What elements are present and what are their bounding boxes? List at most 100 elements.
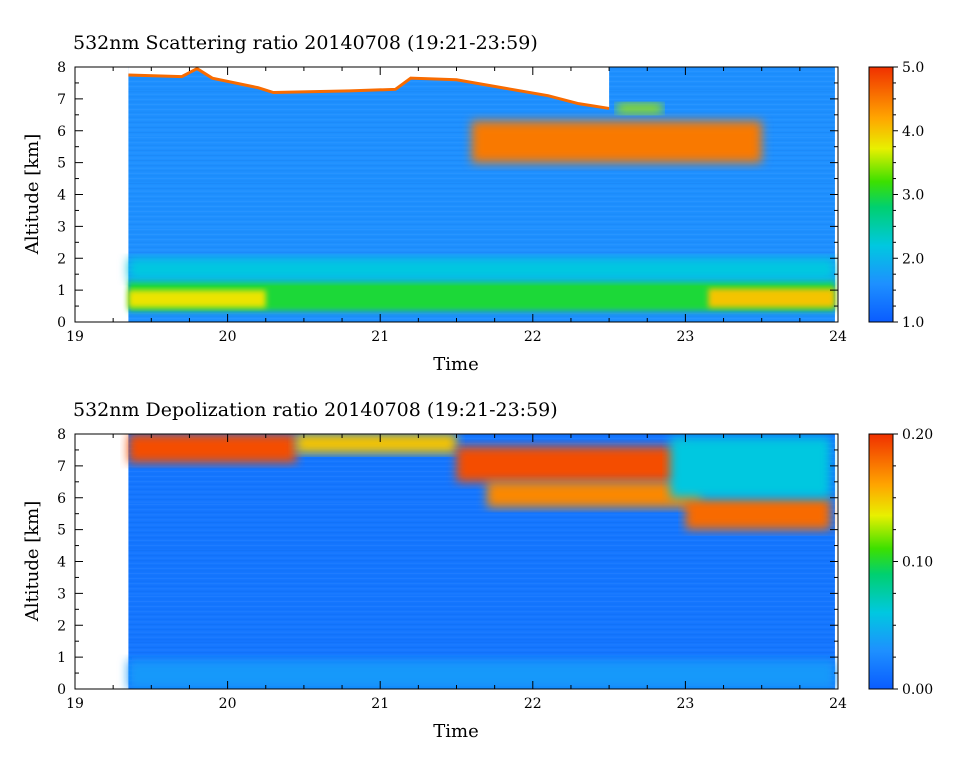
heatmap-stripe <box>128 521 835 523</box>
heatmap-stripe <box>128 96 835 98</box>
heatmap-stripe <box>128 310 835 312</box>
heatmap-stripe <box>128 491 835 493</box>
heatmap-stripe <box>128 437 835 439</box>
y-axis-label: Altitude [km] <box>22 134 43 256</box>
colorbar-tick-label: 0.10 <box>902 555 933 571</box>
heatmap-stripe <box>128 634 835 636</box>
heatmap-stripe <box>128 585 835 587</box>
y-tick-label: 1 <box>57 283 66 299</box>
heatmap-stripe <box>128 442 835 444</box>
heatmap-stripe <box>128 547 835 549</box>
heatmap-stripe <box>128 493 835 495</box>
colorbar-tick-label: 4.0 <box>902 124 924 140</box>
cloud-top-edge <box>128 67 610 110</box>
colorbar-tick-label: 3.0 <box>902 188 924 204</box>
heatmap-stripe <box>128 119 835 121</box>
heatmap-stripe <box>128 162 835 164</box>
heatmap-stripe <box>128 595 835 597</box>
heatmap-stripe <box>128 580 835 582</box>
heatmap-stripe <box>128 550 835 552</box>
heatmap-layer-cloud-band <box>685 497 831 530</box>
heatmap-stripe <box>128 254 835 256</box>
colorbar-tick-label: 0.00 <box>902 682 933 698</box>
heatmap-stripe <box>128 185 835 187</box>
heatmap-stripe <box>128 532 835 534</box>
heatmap-stripe <box>128 529 835 531</box>
colorbar-tick-label: 0.20 <box>902 427 933 443</box>
heatmap-stripe <box>128 236 835 238</box>
heatmap-stripe <box>128 606 835 608</box>
heatmap-stripe <box>128 109 835 111</box>
heatmap-stripe <box>128 231 835 233</box>
heatmap-stripe <box>128 93 835 95</box>
colorbar-tick-label: 5.0 <box>902 60 924 76</box>
y-tick-label: 8 <box>57 60 66 76</box>
x-tick-label: 19 <box>66 696 84 712</box>
heatmap-stripe <box>128 486 835 488</box>
x-tick-label: 21 <box>371 329 389 345</box>
heatmap-stripe <box>128 198 835 200</box>
heatmap-stripe <box>128 575 835 577</box>
colorbar-gradient <box>868 433 894 690</box>
heatmap-stripe <box>128 598 835 600</box>
heatmap-layer-aerosol-core <box>708 288 835 308</box>
x-tick-label: 20 <box>219 329 237 345</box>
heatmap-stripe <box>128 218 835 220</box>
heatmap-stripe <box>128 618 835 620</box>
heatmap-stripe <box>128 570 835 572</box>
x-tick-label: 22 <box>524 696 542 712</box>
heatmap-stripe <box>128 504 835 506</box>
heatmap-stripe <box>128 195 835 197</box>
heatmap-stripe <box>128 652 835 654</box>
heatmap-stripe <box>128 190 835 192</box>
heatmap-stripe <box>128 626 835 628</box>
y-axis-label: Altitude [km] <box>22 501 43 623</box>
heatmap-stripe <box>128 534 835 536</box>
heatmap-layer-cloud-top-band <box>296 434 457 454</box>
heatmap-stripe <box>128 106 835 108</box>
heatmap-stripe <box>128 583 835 585</box>
heatmap-stripe <box>128 239 835 241</box>
heatmap-stripe <box>128 488 835 490</box>
y-tick-label: 4 <box>57 188 66 204</box>
heatmap-stripe <box>128 234 835 236</box>
heatmap-layer-cloud-fragment <box>616 103 663 114</box>
heatmap-stripe <box>128 641 835 643</box>
heatmap-stripe <box>128 562 835 564</box>
heatmap-stripe <box>128 172 835 174</box>
heatmap-layer-cloud-top-band <box>128 434 297 463</box>
colorbar: 1.0 2.0 3.0 4.0 5.0 <box>868 60 924 331</box>
heatmap-stripe <box>128 657 835 659</box>
heatmap-stripe <box>128 588 835 590</box>
heatmap-stripe <box>128 318 835 320</box>
heatmap-stripe <box>128 203 835 205</box>
heatmap-stripe <box>128 565 835 567</box>
heatmap-stripe <box>128 167 835 169</box>
y-tick-label: 5 <box>57 156 66 172</box>
heatmap-stripe <box>128 205 835 207</box>
heatmap-stripe <box>128 249 835 251</box>
heatmap-stripe <box>128 200 835 202</box>
heatmap-stripe <box>128 101 835 103</box>
heatmap-layer-cloud-band <box>487 481 701 508</box>
x-axis: 19 20 21 22 23 24 <box>66 67 847 345</box>
heatmap-stripe <box>128 483 835 485</box>
heatmap-stripe <box>128 578 835 580</box>
x-tick-label: 23 <box>676 329 694 345</box>
heatmap-stripe <box>128 315 835 317</box>
panel-scattering: 532nm Scattering ratio 20140708 (19:21-2… <box>22 32 924 375</box>
heatmap-stripe <box>128 175 835 177</box>
heatmap-stripe <box>128 560 835 562</box>
heatmap-stripe <box>128 590 835 592</box>
heatmap-stripe <box>128 116 835 118</box>
heatmap-stripe <box>128 572 835 574</box>
chart-title: 532nm Scattering ratio 20140708 (19:21-2… <box>73 32 538 54</box>
heatmap-stripe <box>128 103 835 105</box>
heatmap-stripe <box>128 636 835 638</box>
heatmap-stripe <box>128 98 835 100</box>
y-tick-label: 3 <box>57 586 66 602</box>
chart-title: 532nm Depolization ratio 20140708 (19:21… <box>73 399 558 421</box>
heatmap-layer-near-surface <box>128 660 835 689</box>
heatmap-stripe <box>128 228 835 230</box>
heatmap-stripe <box>128 639 835 641</box>
